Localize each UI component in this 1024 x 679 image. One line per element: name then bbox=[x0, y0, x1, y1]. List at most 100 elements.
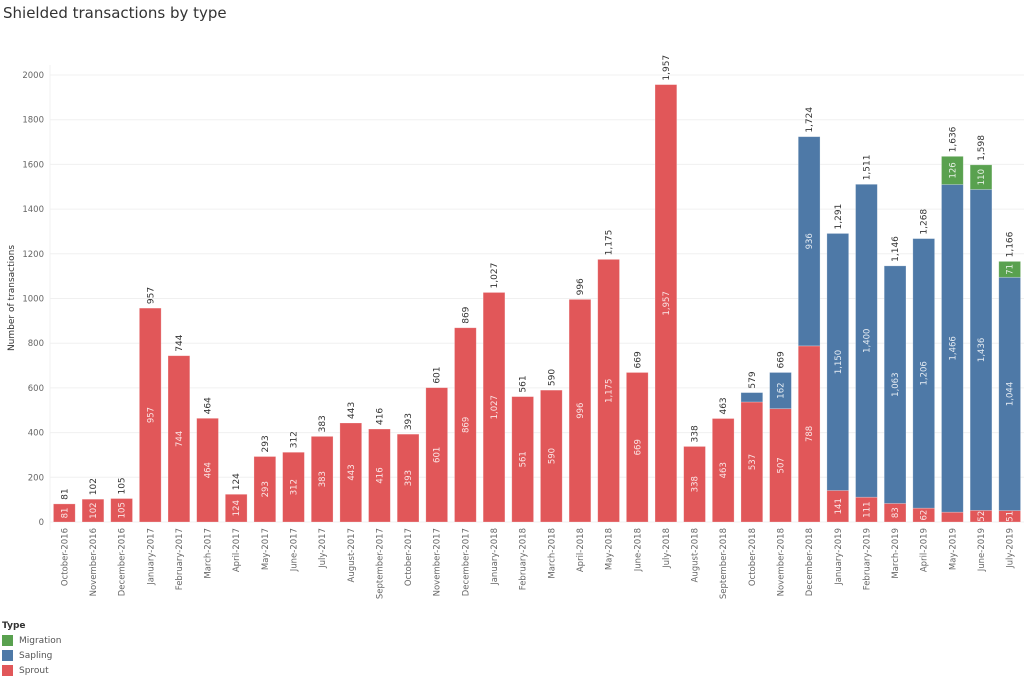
bar-group[interactable]: 141 1,150 1,291 bbox=[826, 204, 850, 523]
bar-segment-sprout[interactable] bbox=[568, 299, 592, 523]
bar-segment-sprout[interactable] bbox=[597, 259, 620, 523]
bar-group[interactable]: 293 293 bbox=[253, 435, 277, 523]
bar-group[interactable]: 338 338 bbox=[683, 425, 706, 523]
bar-segment-sapling[interactable] bbox=[769, 372, 792, 410]
bar-group[interactable]: 463 463 bbox=[711, 397, 735, 523]
bar-group[interactable]: 788 936 1,724 bbox=[797, 107, 821, 523]
y-tick-label: 800 bbox=[28, 339, 44, 349]
legend-swatch-migration bbox=[2, 635, 13, 646]
bar-segment-sprout[interactable] bbox=[196, 417, 219, 523]
bar-segment-migration[interactable] bbox=[998, 261, 1021, 278]
bar-group[interactable]: 52 1,436 110 1,598 bbox=[969, 135, 993, 523]
bar-segment-sprout[interactable] bbox=[282, 451, 305, 523]
bar-group[interactable]: 312 312 bbox=[282, 431, 305, 523]
bar-segment-sprout[interactable] bbox=[253, 456, 277, 523]
legend-item-migration[interactable]: Migration bbox=[2, 633, 61, 648]
bar-segment-sapling[interactable] bbox=[740, 392, 764, 403]
x-tick-label: June-2017 bbox=[290, 528, 300, 572]
bar-segment-sprout[interactable] bbox=[81, 498, 105, 523]
bar-group[interactable]: 51 1,044 71 1,166 bbox=[998, 231, 1021, 523]
segment-label: 124 bbox=[232, 500, 242, 516]
segment-label: 561 bbox=[519, 451, 529, 467]
x-tick-label: February-2018 bbox=[519, 528, 529, 590]
segment-label: 141 bbox=[834, 498, 844, 514]
bar-group[interactable]: 601 601 bbox=[425, 366, 448, 523]
bar-segment-sapling[interactable] bbox=[883, 265, 907, 504]
x-tick-label: January-2018 bbox=[490, 528, 500, 586]
bar-segment-migration[interactable] bbox=[941, 156, 964, 185]
bar-segment-sprout[interactable] bbox=[339, 422, 363, 523]
bar-segment-sprout[interactable] bbox=[425, 387, 448, 523]
bar-group[interactable]: 869 869 bbox=[454, 306, 477, 523]
bar-segment-sapling[interactable] bbox=[912, 238, 935, 509]
total-label: 1,175 bbox=[605, 230, 615, 256]
bar-segment-sapling[interactable] bbox=[797, 136, 821, 347]
bar-group[interactable]: 416 416 bbox=[368, 408, 391, 523]
y-tick-label: 1600 bbox=[22, 160, 44, 170]
segment-label: 537 bbox=[748, 454, 758, 470]
total-label: 463 bbox=[719, 397, 729, 414]
bar-segment-sprout[interactable] bbox=[110, 498, 133, 523]
segment-label: 1,150 bbox=[834, 350, 844, 374]
bar-segment-sprout[interactable] bbox=[941, 511, 964, 523]
bar-group[interactable]: 996 996 bbox=[568, 278, 592, 523]
bar-segment-sprout[interactable] bbox=[53, 503, 76, 523]
bar-segment-sprout[interactable] bbox=[310, 436, 334, 523]
total-label: 1,598 bbox=[977, 135, 987, 161]
bar-segment-sprout[interactable] bbox=[167, 355, 191, 523]
bar-segment-sprout[interactable] bbox=[654, 84, 678, 523]
bar-segment-sprout[interactable] bbox=[396, 433, 420, 523]
bar-segment-sprout[interactable] bbox=[711, 418, 735, 523]
bar-segment-sprout[interactable] bbox=[482, 292, 506, 523]
bar-group[interactable]: 81 81 bbox=[53, 488, 76, 523]
bar-segment-sprout[interactable] bbox=[224, 493, 248, 523]
bar-group[interactable]: 124 124 bbox=[224, 473, 248, 523]
bar-segment-sprout[interactable] bbox=[139, 307, 162, 523]
bar-group[interactable]: 83 1,063 1,146 bbox=[883, 236, 907, 523]
bar-segment-sprout[interactable] bbox=[626, 372, 649, 523]
bar-group[interactable]: 111 1,400 1,511 bbox=[855, 155, 878, 523]
bar-group[interactable]: 464 464 bbox=[196, 397, 219, 523]
bar-group[interactable]: 383 383 bbox=[310, 415, 334, 523]
bar-segment-sapling[interactable] bbox=[826, 233, 850, 491]
bar-segment-sprout[interactable] bbox=[511, 396, 534, 523]
bar-group[interactable]: 62 1,206 1,268 bbox=[912, 209, 935, 523]
segment-label: 463 bbox=[719, 462, 729, 478]
total-label: 669 bbox=[633, 351, 643, 368]
bar-group[interactable]: 537 579 bbox=[740, 371, 764, 523]
legend-item-sapling[interactable]: Sapling bbox=[2, 648, 61, 663]
bar-group[interactable]: 1,957 1,957 bbox=[654, 55, 678, 523]
bar-group[interactable]: 1,175 1,175 bbox=[597, 230, 620, 523]
bar-segment-sprout[interactable] bbox=[683, 446, 706, 523]
segment-label: 590 bbox=[547, 448, 557, 464]
legend: Type Migration Sapling Sprout bbox=[2, 621, 61, 678]
segment-label: 111 bbox=[862, 501, 872, 517]
bar-group[interactable]: 561 561 bbox=[511, 375, 534, 523]
segment-label: 957 bbox=[146, 407, 156, 423]
bar-segment-sprout[interactable] bbox=[540, 389, 563, 523]
total-label: 1,511 bbox=[862, 155, 872, 181]
segment-label: 1,400 bbox=[862, 329, 872, 353]
bar-group[interactable]: 507 162 669 bbox=[769, 351, 792, 523]
total-label: 744 bbox=[175, 334, 185, 351]
bar-group[interactable]: 393 393 bbox=[396, 413, 420, 523]
bar-group[interactable]: 744 744 bbox=[167, 334, 191, 523]
total-label: 1,146 bbox=[891, 236, 901, 262]
bar-segment-sprout[interactable] bbox=[454, 327, 477, 523]
bar-group[interactable]: 590 590 bbox=[540, 369, 563, 523]
bar-group[interactable]: 105 105 bbox=[110, 477, 133, 523]
bar-group[interactable]: 957 957 bbox=[139, 287, 162, 523]
bar-segment-migration[interactable] bbox=[969, 164, 993, 190]
bar-group[interactable]: 1,466 126 1,636 bbox=[941, 126, 964, 523]
legend-label-sapling: Sapling bbox=[19, 650, 53, 661]
segment-label: 1,436 bbox=[977, 338, 987, 362]
bar-segment-sprout[interactable] bbox=[368, 428, 391, 523]
x-tick-label: May-2018 bbox=[605, 528, 615, 570]
legend-item-sprout[interactable]: Sprout bbox=[2, 663, 61, 678]
bar-segment-sapling[interactable] bbox=[855, 183, 878, 498]
bar-group[interactable]: 443 443 bbox=[339, 402, 363, 523]
bar-group[interactable]: 669 669 bbox=[626, 351, 649, 523]
bar-group[interactable]: 1,027 1,027 bbox=[482, 263, 506, 523]
x-tick-label: May-2017 bbox=[261, 528, 271, 570]
